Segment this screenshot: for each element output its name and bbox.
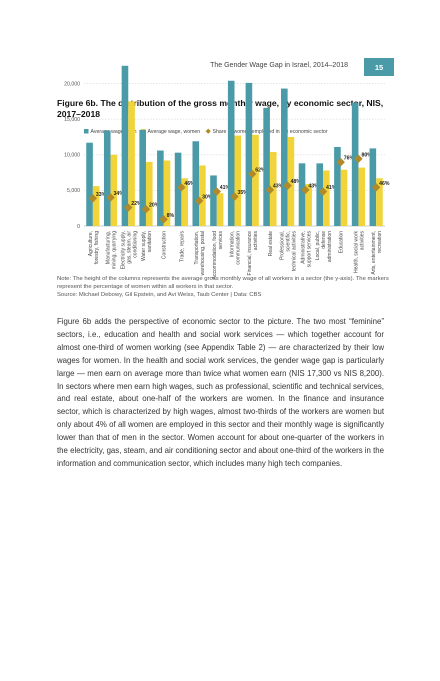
y-tick-label: 10,000 (64, 153, 80, 159)
share-label: 46% (379, 181, 390, 187)
bar-women (341, 170, 348, 226)
bar-men (210, 175, 217, 226)
figure-note-block: Note: The height of the columns represen… (57, 275, 397, 299)
legend-label-2: Average wage, women (148, 129, 201, 135)
bar-men (228, 81, 235, 226)
bar-men (104, 131, 111, 226)
bar-men (334, 147, 341, 226)
bar-men (157, 151, 164, 226)
bar-men (86, 143, 93, 226)
x-tick-label: Agriculture,forestry, fishing (88, 231, 100, 265)
x-tick-label: Financial, insuranceactivities (247, 231, 259, 276)
x-tick-label: Electricity supply,gas, steam, aircondit… (120, 231, 138, 270)
x-tick-label: Information,communication (230, 231, 242, 265)
bar-men (122, 66, 129, 226)
x-tick-label: Construction (162, 231, 168, 259)
y-tick-label: 0 (77, 224, 80, 230)
x-tick-label: Education (339, 231, 345, 253)
bar-men (281, 89, 288, 226)
bar-women (358, 168, 365, 226)
x-tick-label: Real estate (268, 231, 274, 257)
body-paragraph: Figure 6b adds the perspective of econom… (57, 316, 384, 471)
figure-note: Note: The height of the columns represen… (57, 275, 397, 291)
y-tick-label: 5,000 (67, 188, 80, 194)
x-tick-label: Local, public,defenseadministration (315, 231, 333, 262)
x-tick-label: Transportation,warehousing, postal (194, 231, 206, 275)
x-tick-label: Professional,scientific,technical activi… (280, 231, 298, 272)
x-tick-label: Accommodation, foodservices (212, 231, 224, 280)
bar-women (146, 162, 153, 226)
legend-marker-share (206, 129, 211, 134)
legend-swatch-1 (84, 129, 89, 134)
x-tick-label: Trade, repairs (179, 231, 185, 262)
bar-men (192, 141, 199, 226)
share-label: 8% (167, 213, 175, 219)
bar-men (299, 163, 306, 226)
x-tick-label: Health, social workactivities (353, 231, 365, 273)
bar-women (235, 136, 242, 226)
x-tick-label: Administrative,support services (300, 231, 312, 268)
bar-women (323, 170, 330, 226)
bar-men (246, 83, 253, 226)
bar-men (352, 103, 359, 226)
bar-men (263, 108, 270, 226)
x-tick-label: Arts, entertainment,recreation (371, 231, 383, 275)
bar-women (252, 135, 259, 226)
x-tick-label: Water supply,sanitation (141, 231, 153, 261)
figure-source: Source: Michael Debowy, Gil Epstein, and… (57, 291, 397, 299)
bar-women (217, 193, 224, 226)
x-tick-label: Manufacturing,mining, quarrying (106, 231, 118, 270)
y-tick-label: 20,000 (64, 81, 80, 87)
y-tick-label: 15,000 (64, 117, 80, 123)
